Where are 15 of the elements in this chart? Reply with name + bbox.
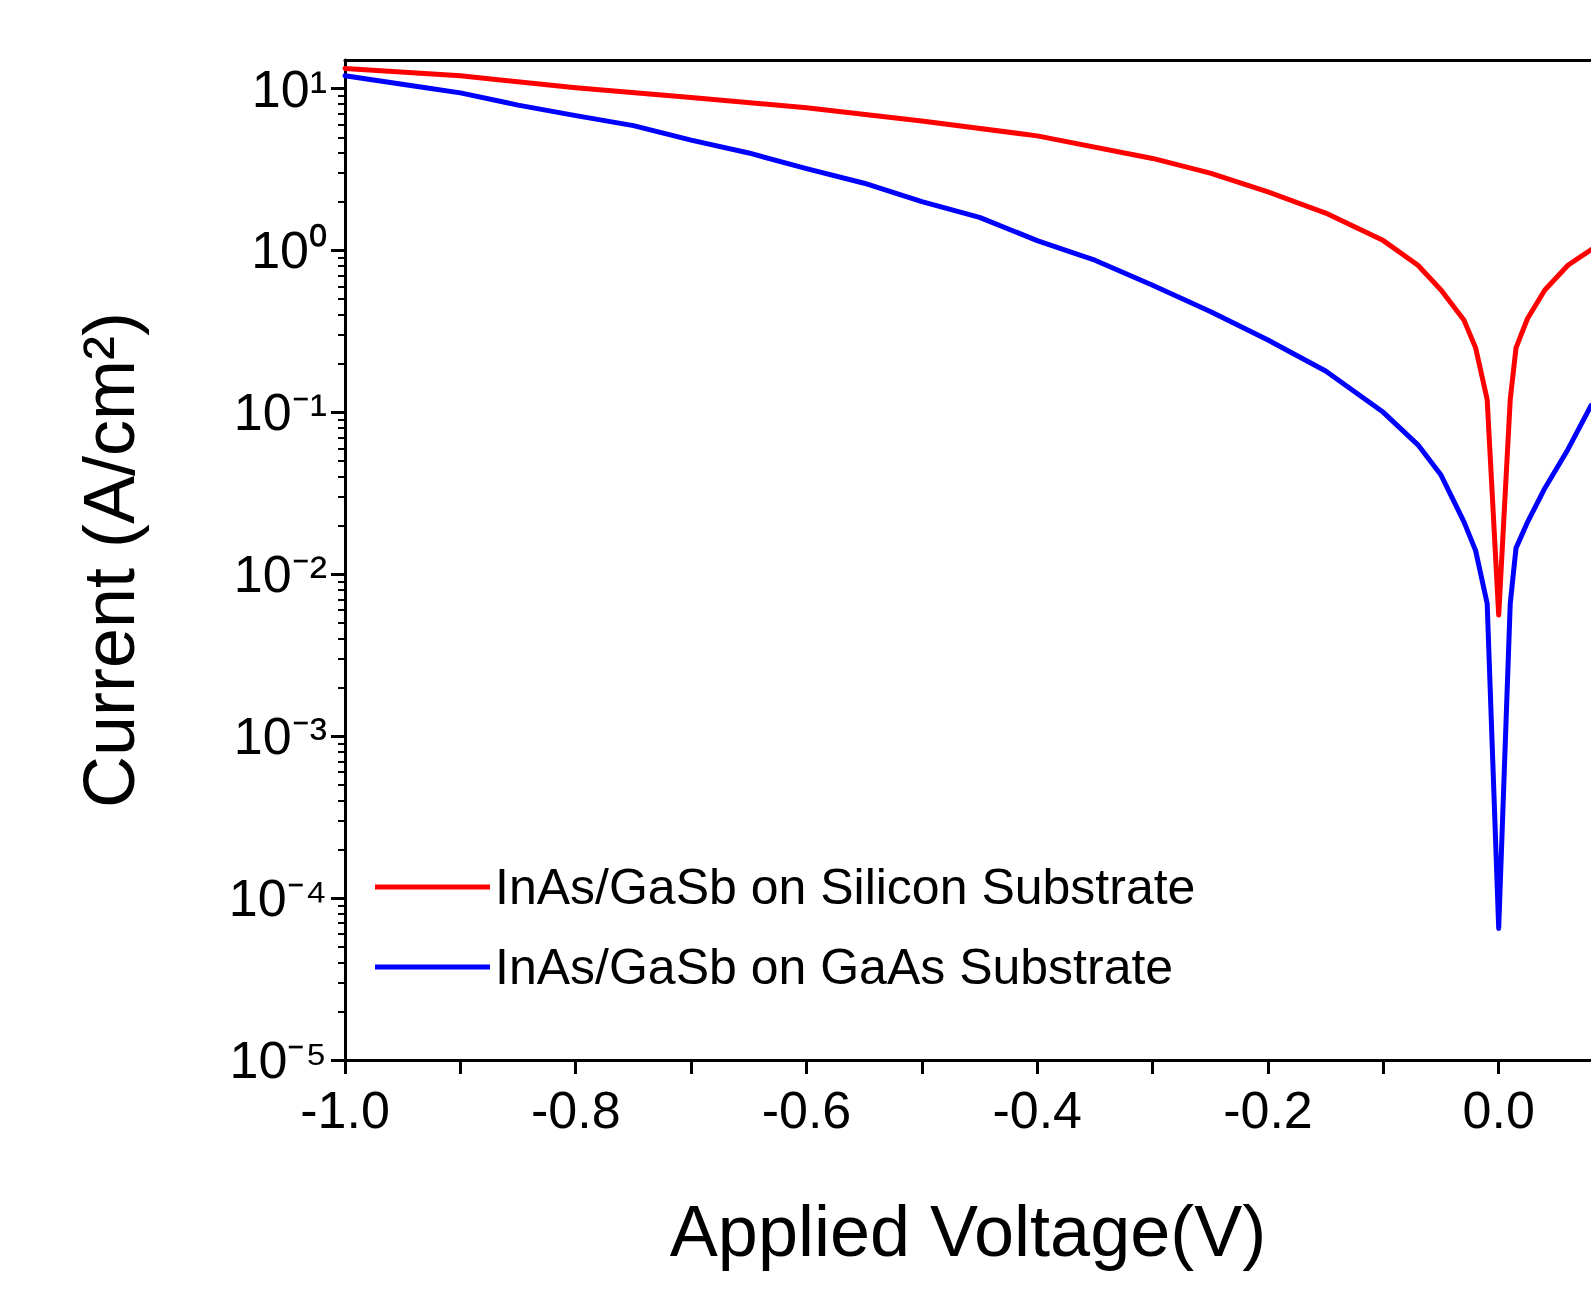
x-tick-label: -0.2 [1223,1081,1313,1139]
y-tick-label: 10⁻² [233,545,327,604]
y-tick-label: 10⁻¹ [233,383,327,442]
y-tick-label: 10⁻⁴ [228,869,327,928]
x-tick-label: -0.4 [992,1081,1083,1139]
y-axis-title: Current (A/cm²) [69,311,149,809]
y-tick-label: 10⁻³ [233,707,327,766]
legend-label: InAs/GaSb on GaAs Substrate [495,939,1174,995]
y-tick-label: 10¹ [251,59,327,118]
x-axis-title: Applied Voltage(V) [669,1191,1267,1271]
legend-label: InAs/GaSb on Silicon Substrate [495,859,1196,915]
x-tick-label: -0.6 [761,1081,852,1139]
y-tick-label: 10⁰ [251,221,327,280]
x-tick-label: 0.0 [1462,1081,1535,1139]
x-tick-label: -0.8 [530,1081,621,1139]
